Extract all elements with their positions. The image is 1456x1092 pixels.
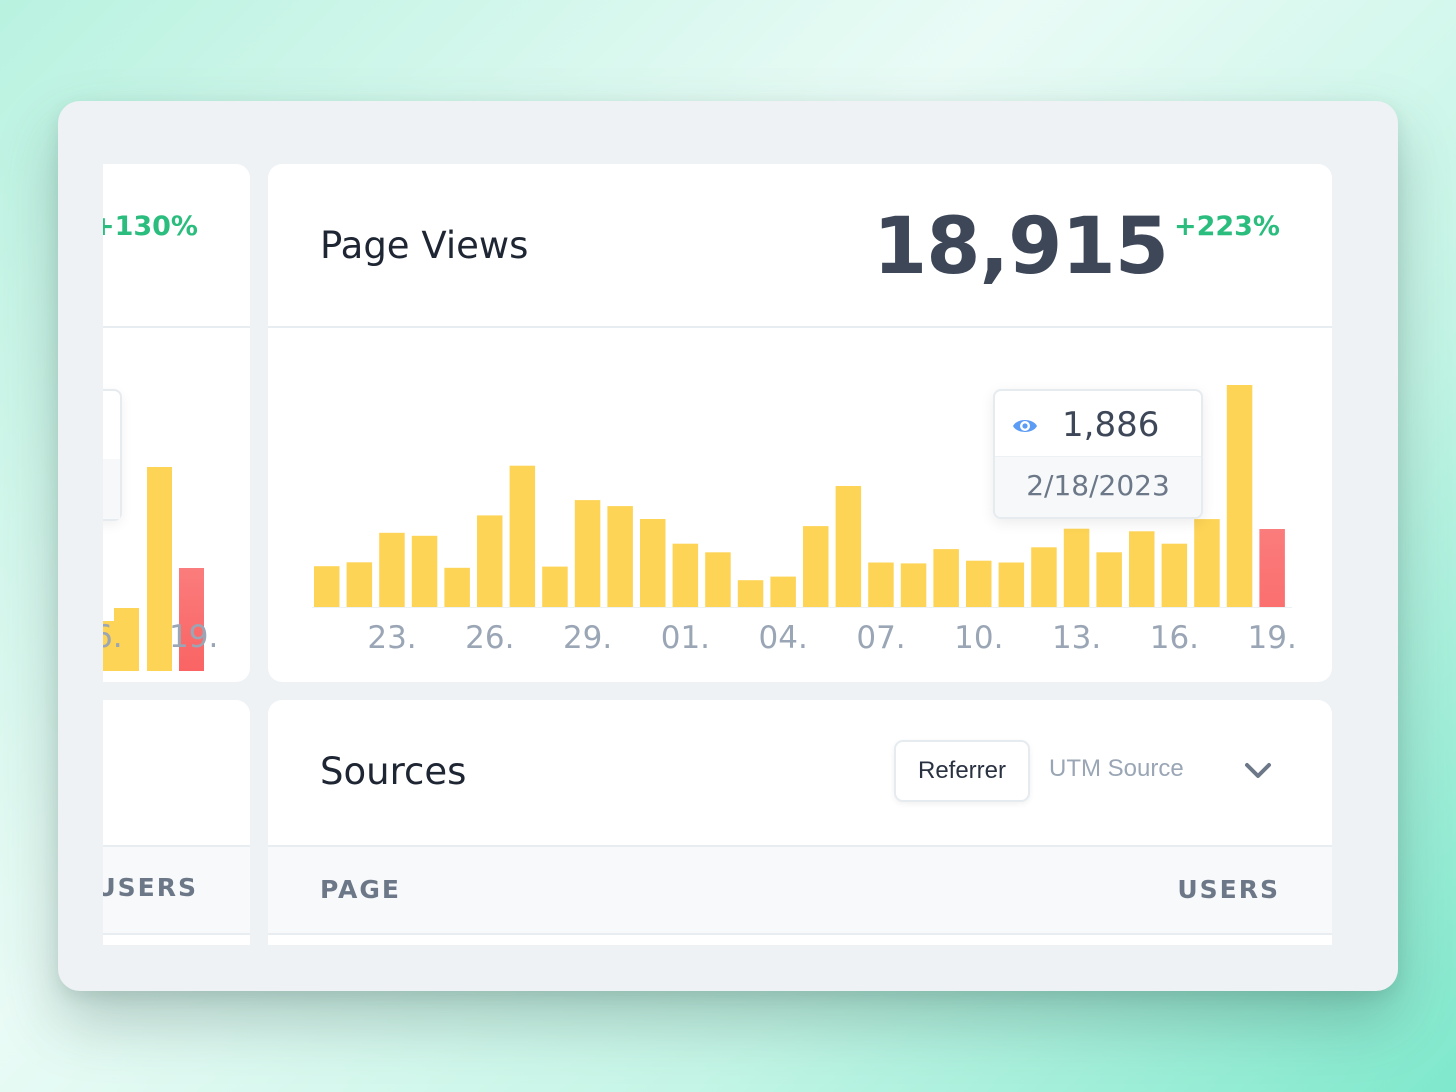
chart-bar[interactable] [346,562,373,607]
page-views-chart: 23. 26. 29. 01. 04. 07. 10. 13. 16. 19. [312,385,1297,656]
chart-bar[interactable] [1226,385,1253,607]
column-header-page[interactable]: PAGE [320,875,401,904]
page-views-change: +223% [1173,211,1280,242]
previous-table-header [103,845,250,935]
chart-bar[interactable] [998,562,1025,608]
chart-bar[interactable] [1129,531,1155,607]
tab-utm-source[interactable]: UTM Source [1049,755,1184,782]
tab-referrer[interactable]: Referrer [894,740,1030,802]
chart-tick-label: 29. [563,620,612,656]
chart-bar[interactable] [835,486,862,607]
previous-chart-tick: 6. [103,619,123,655]
chart-tick-label: 23. [367,620,416,656]
chart-bar[interactable] [1096,552,1122,607]
chart-tick-label: 13. [1052,620,1101,656]
chart-bar[interactable] [1194,519,1220,607]
previous-stat-tooltip [103,389,122,521]
chart-bar[interactable] [509,465,536,607]
previous-users-column: USERS [103,873,198,902]
chart-bar[interactable] [966,560,992,607]
chart-bar[interactable] [640,519,666,607]
previous-chart-bar[interactable] [147,467,172,671]
tooltip-date: 2/18/2023 [1026,469,1170,502]
chart-bar[interactable] [1259,529,1285,607]
chart-bar[interactable] [379,532,405,607]
previous-table-card: USERS [103,700,250,945]
chart-bar[interactable] [1161,543,1188,607]
chart-bar[interactable] [933,549,959,607]
chart-bar[interactable] [705,552,731,607]
chart-bar[interactable] [314,566,340,607]
chart-bar[interactable] [868,562,894,608]
chart-bar[interactable] [803,526,829,607]
page-views-title: Page Views [320,224,529,267]
chart-bar[interactable] [607,506,633,607]
chart-tick-label: 26. [465,620,514,656]
chart-bar[interactable] [1063,528,1090,607]
chart-bar[interactable] [672,543,699,607]
sources-title: Sources [320,750,467,793]
chart-bar[interactable] [411,535,438,607]
tooltip-value: 1,886 [1062,405,1160,445]
previous-stat-card: +130% 6. 19. [103,164,250,682]
dashboard-viewport: +130% 6. 19. USERS Page Views 18,915 +22… [103,101,1353,945]
sources-table-header: PAGE USERS [268,845,1332,935]
chart-tick-label: 01. [661,620,710,656]
chart-tooltip: 1,886 2/18/2023 [993,389,1203,519]
eye-icon [1013,420,1037,432]
sources-card: Sources Referrer UTM Source PAGE USERS [268,700,1332,945]
previous-chart-tick: 19. [169,619,219,655]
column-header-users[interactable]: USERS [1177,875,1280,904]
page-views-total: 18,915 [873,202,1169,292]
chart-bar[interactable] [574,500,601,607]
page-views-card: Page Views 18,915 +223% 23. 26. 29. 01. 04. 0… [268,164,1332,682]
previous-stat-header: +130% [103,164,250,328]
chart-bar[interactable] [737,580,764,607]
page-views-header: Page Views 18,915 +223% [268,164,1332,328]
chart-bar[interactable] [900,563,927,607]
chart-tick-label: 04. [759,620,808,656]
chart-bar[interactable] [444,567,470,607]
chart-tick-label: 16. [1150,620,1199,656]
previous-stat-change: +130% [103,211,198,242]
chart-tick-label: 19. [1248,620,1297,656]
previous-chart-bar[interactable] [179,568,204,671]
chart-bar[interactable] [1031,547,1057,607]
chart-tick-label: 10. [954,620,1003,656]
chevron-down-icon[interactable] [1244,762,1272,780]
chart-tick-label: 07. [856,620,905,656]
chart-bar[interactable] [770,576,796,607]
tooltip-footer: 2/18/2023 [995,456,1201,517]
chart-bar[interactable] [477,515,503,607]
chart-bar[interactable] [542,566,568,607]
previous-chart-bar[interactable] [114,608,139,671]
